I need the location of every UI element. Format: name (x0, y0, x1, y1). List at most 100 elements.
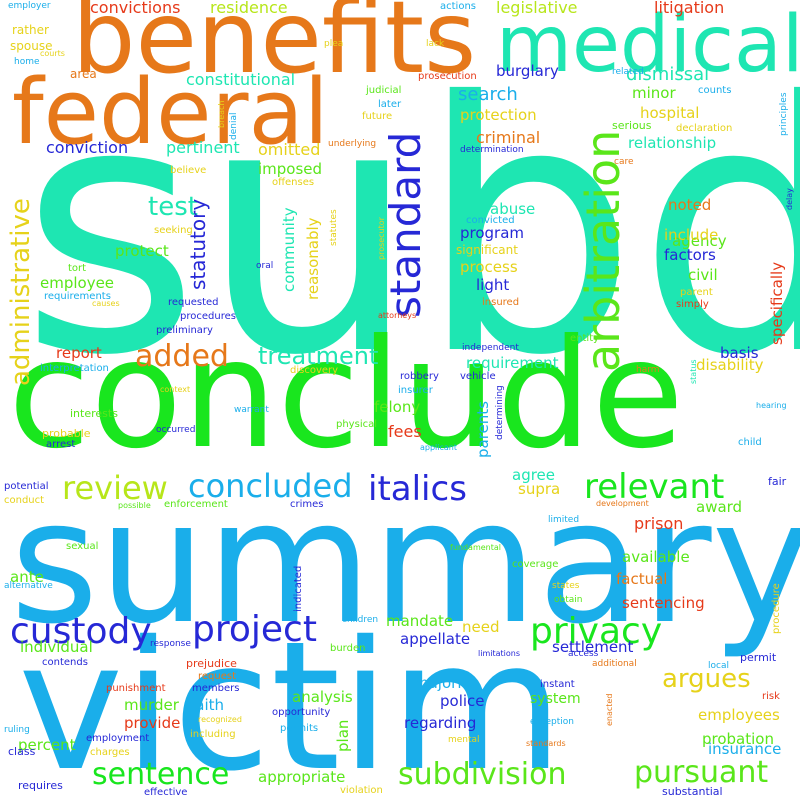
word-preliminary: preliminary (156, 325, 213, 336)
word-benefits: benefits (72, 0, 477, 96)
word-insured: insured (482, 297, 520, 308)
word-conduct: conduct (4, 495, 45, 506)
word-convictions: convictions (90, 0, 181, 17)
word-conviction: conviction (46, 138, 129, 157)
word-oral: oral (256, 261, 274, 271)
word-procedures: procedures (180, 311, 236, 322)
word-privacy: privacy (530, 611, 663, 652)
word-concluded: concluded (188, 467, 353, 505)
word-constitutional: constitutional (186, 70, 296, 89)
word-serious: serious (612, 119, 652, 132)
word-provide: provide (124, 714, 181, 732)
word-entity: entity (570, 333, 600, 344)
word-rather: rather (12, 23, 49, 37)
word-victim: victim (18, 603, 564, 800)
word-include: include (664, 226, 719, 244)
word-protect: protect (115, 242, 169, 260)
word-denial: denial (229, 112, 239, 140)
word-children: children (342, 615, 379, 625)
word-factual: factual (616, 570, 668, 588)
word-protection: protection (460, 106, 537, 124)
word-parent: parent (680, 287, 713, 298)
word-warrant: warrant (234, 405, 269, 415)
word-later: later (378, 99, 402, 110)
word-employment: employment (86, 733, 150, 744)
word-class: class (8, 745, 36, 758)
word-seeking: seeking (154, 225, 193, 236)
word-supra: supra (518, 480, 561, 498)
word-need: need (462, 618, 500, 636)
word-residence: residence (210, 0, 288, 17)
word-regarding: regarding (404, 714, 477, 732)
word-subd: subd (20, 30, 800, 431)
word-pertinent: pertinent (166, 138, 240, 157)
word-requirement: requirement (466, 354, 559, 372)
word-prejudice: prejudice (186, 657, 237, 670)
word-possible: possible (118, 501, 151, 510)
word-administrative: administrative (6, 198, 36, 386)
word-underlying: underlying (328, 139, 377, 149)
word-development: development (596, 499, 649, 508)
word-summary: summary (10, 464, 800, 662)
word-determination: determination (460, 145, 524, 155)
word-alternative: alternative (4, 581, 53, 591)
word-obtain: obtain (554, 595, 583, 605)
word-limited: limited (548, 515, 580, 525)
word-felony: felony (374, 398, 421, 416)
word-interests: interests (70, 407, 118, 420)
word-prosecutor: prosecutor (377, 217, 386, 260)
word-pursuant: pursuant (634, 755, 769, 790)
word-care: care (614, 157, 634, 167)
word-states: states (552, 581, 580, 591)
word-statutory: statutory (186, 198, 210, 290)
word-including: including (190, 729, 236, 740)
word-believe: believe (170, 165, 207, 176)
word-requires: requires (18, 779, 63, 792)
word-mental: mental (448, 735, 480, 745)
word-status: status (689, 359, 698, 384)
word-prison: prison (634, 514, 684, 533)
word-physical: physical (336, 419, 377, 430)
word-related: related (612, 67, 644, 77)
word-occurred: occurred (156, 425, 196, 435)
word-process: process (460, 258, 518, 276)
word-delay: delay (785, 188, 794, 210)
word-legislative: legislative (496, 0, 578, 17)
word-robbery: robbery (400, 371, 439, 382)
word-employees: employees (698, 706, 780, 724)
word-exception: exception (530, 717, 574, 727)
word-analysis: analysis (292, 688, 353, 706)
word-spouse: spouse (10, 39, 53, 53)
word-basis: basis (720, 344, 759, 362)
word-percent: percent (18, 736, 76, 754)
word-imposed: imposed (258, 160, 323, 178)
word-insurance: insurance (708, 740, 782, 758)
word-applicant: applicant (420, 443, 458, 452)
word-tort: tort (68, 263, 87, 274)
word-omitted: omitted (258, 140, 321, 159)
word-arrest: arrest (46, 439, 76, 450)
word-crimes: crimes (290, 499, 324, 510)
word-enforcement: enforcement (164, 499, 228, 510)
word-coverage: coverage (512, 559, 559, 570)
word-context: context (160, 385, 191, 394)
word-noted: noted (668, 196, 712, 214)
word-burglary: burglary (496, 62, 559, 80)
word-mandate: mandate (386, 612, 454, 630)
word-ante: ante (10, 568, 44, 586)
word-subdivision: subdivision (398, 757, 567, 792)
word-risk: risk (762, 691, 780, 702)
word-indicated: indicated (293, 565, 304, 612)
word-light: light (476, 276, 510, 294)
word-plea: plea (324, 39, 344, 49)
word-parents: parents (474, 401, 492, 458)
word-factors: factors (664, 246, 716, 264)
word-significant: significant (456, 243, 518, 257)
word-local: local (708, 661, 729, 671)
word-charges: charges (90, 747, 130, 758)
word-simply: simply (676, 299, 709, 310)
word-fundamental: fundamental (450, 543, 501, 552)
word-area: area (70, 67, 97, 81)
word-recognized: recognized (198, 715, 242, 724)
